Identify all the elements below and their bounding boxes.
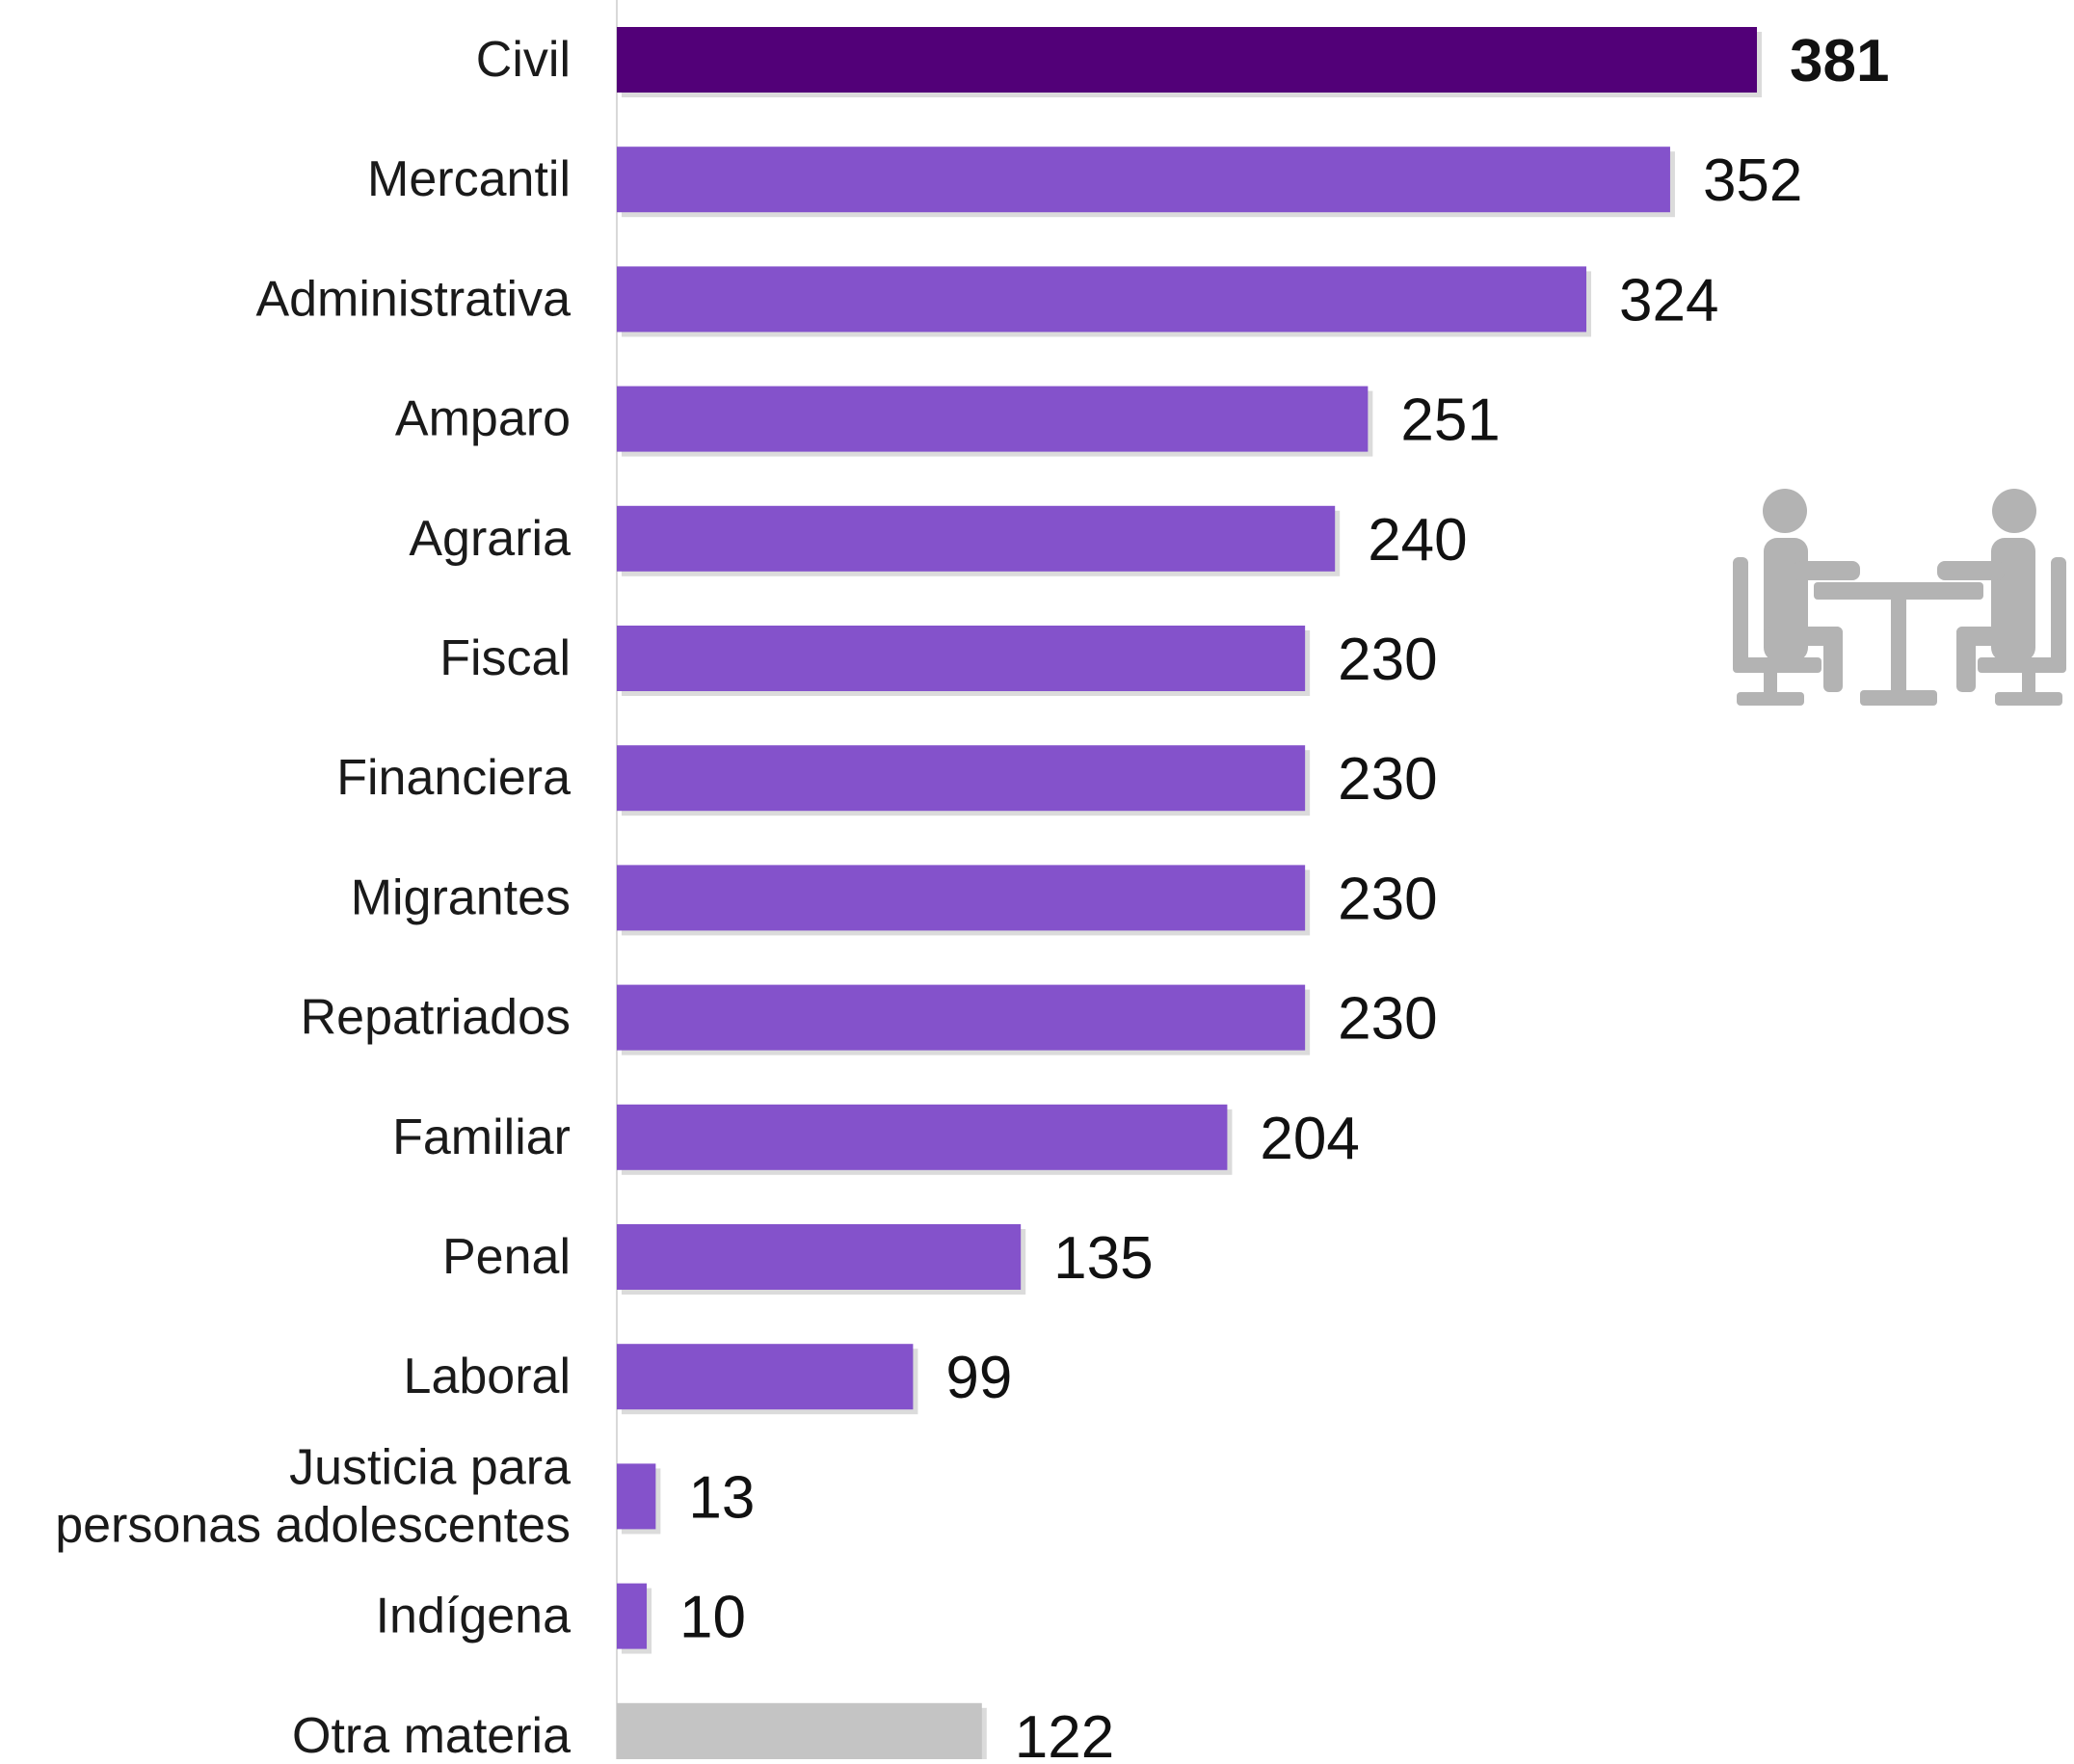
bar-fiscal — [617, 626, 1306, 691]
value-label: 251 — [1400, 388, 1500, 454]
category-label: Penal — [442, 1229, 571, 1285]
person-left-head — [1763, 489, 1807, 533]
table-base — [1860, 690, 1937, 706]
category-label: Administrativa — [255, 271, 571, 327]
value-label: 230 — [1338, 986, 1437, 1053]
table-leg — [1891, 598, 1906, 692]
bar-migrantes — [617, 865, 1306, 931]
category-label: Financiera — [336, 750, 571, 806]
bar-justicia-para-personas-adolescentes — [617, 1463, 656, 1530]
table-top — [1814, 582, 1983, 600]
chair-right-seat — [1978, 657, 2066, 673]
bar-laboral — [617, 1344, 914, 1410]
value-label: 13 — [688, 1464, 755, 1531]
value-label: 324 — [1619, 267, 1718, 334]
bar-administrativa — [617, 266, 1587, 333]
bar-financiera — [617, 745, 1306, 812]
chair-left-base — [1737, 692, 1804, 706]
bar-indígena — [617, 1583, 648, 1649]
category-label: Agraria — [409, 511, 571, 567]
bar-repatriados — [617, 984, 1306, 1051]
person-right-head — [1992, 489, 2036, 533]
category-label: Repatriados — [301, 990, 571, 1046]
person-left-shin — [1823, 627, 1843, 692]
category-label: Justicia para personas adolescentes — [55, 1439, 571, 1553]
category-label: Mercantil — [367, 151, 571, 207]
meeting-icon — [1733, 489, 2066, 706]
value-label: 230 — [1338, 746, 1437, 813]
bar-penal — [617, 1224, 1022, 1290]
category-label: Amparo — [395, 391, 571, 447]
value-label: 381 — [1790, 28, 1889, 94]
value-label: 99 — [945, 1345, 1012, 1411]
chair-right-base — [1995, 692, 2062, 706]
chair-left-back — [1733, 557, 1748, 671]
category-label: Fiscal — [439, 630, 571, 686]
chair-left-seat — [1733, 657, 1821, 673]
category-label: Otra materia — [292, 1708, 571, 1759]
chair-left-leg — [1764, 671, 1777, 694]
chair-right-back — [2051, 557, 2066, 671]
category-label: Civil — [476, 32, 571, 88]
value-label: 10 — [679, 1585, 746, 1651]
bar-amparo — [617, 386, 1369, 452]
person-left-arm — [1793, 561, 1860, 580]
person-right-thigh — [1956, 627, 2035, 646]
value-label: 352 — [1703, 147, 1802, 214]
value-label: 230 — [1338, 627, 1437, 693]
bar-otra-materia — [617, 1702, 982, 1764]
value-label: 135 — [1053, 1225, 1153, 1292]
category-label: Indígena — [376, 1589, 571, 1644]
category-label: Familiar — [392, 1109, 571, 1165]
category-label: Laboral — [404, 1349, 571, 1404]
category-label: Migrantes — [351, 869, 571, 925]
value-label: 204 — [1260, 1106, 1359, 1172]
value-label: 230 — [1338, 866, 1437, 932]
chair-right-leg — [2022, 671, 2035, 694]
bar-mercantil — [617, 147, 1670, 213]
person-right-shin — [1956, 627, 1976, 692]
value-label: 122 — [1015, 1704, 1114, 1759]
person-right-arm — [1937, 561, 2005, 580]
value-label: 240 — [1368, 507, 1467, 574]
bar-agraria — [617, 505, 1336, 572]
person-left-thigh — [1764, 627, 1843, 646]
bar-civil — [617, 27, 1757, 93]
bar-familiar — [617, 1104, 1228, 1170]
